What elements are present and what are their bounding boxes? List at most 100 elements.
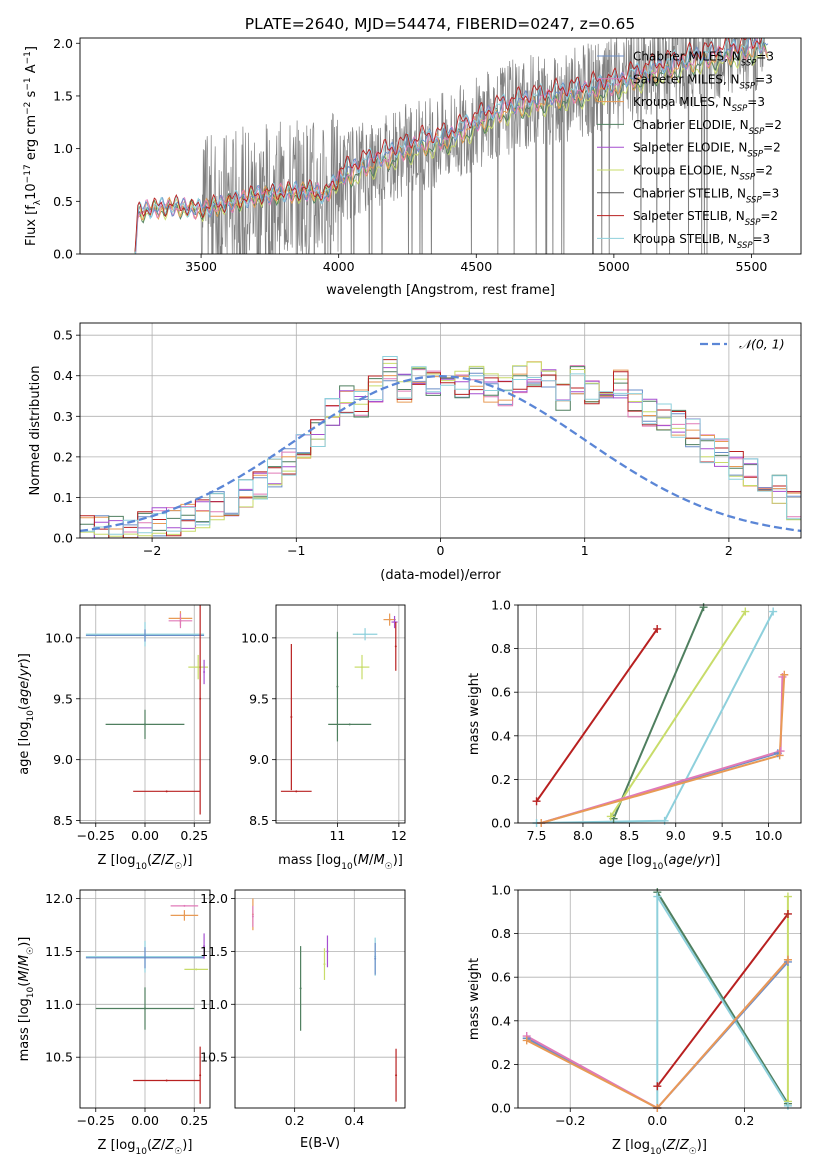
x-tick-label: 4500: [460, 259, 492, 274]
y-tick-label: 0.8: [491, 926, 511, 941]
x-tick-label: 9.0: [666, 828, 686, 843]
y-tick-label: 11.0: [45, 997, 73, 1012]
legend: Chabrier MILES, NSSP=3 Salpeter MILES, NS…: [597, 50, 782, 251]
x-axis-label: Z [log10(Z/Z☉)]: [612, 1138, 707, 1157]
marker-kroupa_miles: [522, 1036, 531, 1045]
y-tick-label: 1.0: [491, 598, 511, 613]
data-point-salpeter_stelib: [290, 716, 293, 719]
y-tick-label: 8.5: [249, 813, 269, 828]
y-tick-label: 0.5: [53, 194, 73, 209]
data-point-kroupa_miles: [183, 914, 186, 917]
model-spectrum-kroupa_elodie: [134, 42, 769, 254]
y-tick-label: 9.0: [249, 752, 269, 767]
y-tick-label: 0.2: [491, 1057, 511, 1072]
y-tick-label: 11.5: [200, 944, 228, 959]
data-point-chabrier_elodie: [348, 723, 351, 726]
data-point-salpeter_miles: [251, 915, 254, 918]
plot-area: [80, 605, 210, 823]
y-tick-label: 8.5: [53, 813, 73, 828]
plot-area: [80, 890, 210, 1108]
x-axis-label: E(B-V): [300, 1136, 340, 1151]
marker-chabrier_elodie: [699, 603, 708, 612]
marker-salpeter_stelib: [653, 1082, 662, 1091]
plot-area: [235, 890, 405, 1108]
panel-residuals: −2 −1 0 1 2 0.0 0.1 0.2 0.3 0.4 0.5 𝒩(0, 1) (data-mo…: [28, 322, 802, 583]
x-tick-label: 0.25: [180, 828, 208, 843]
x-tick-label: −0.2: [555, 1113, 585, 1128]
y-tick-label: 10.0: [241, 630, 269, 645]
x-tick-label: −0.25: [77, 1113, 115, 1128]
x-tick-label: 2: [725, 543, 733, 558]
legend-entry: Kroupa STELIB, NSSP=3: [633, 232, 770, 251]
data-point-salpeter_elodie: [203, 670, 206, 673]
data-point-kroupa_stelib: [364, 633, 367, 636]
legend-entry: Salpeter MILES, NSSP=3: [633, 72, 773, 91]
marker-salpeter_stelib: [532, 797, 541, 806]
x-tick-label: 0.00: [131, 1113, 159, 1128]
x-tick-label: 8.5: [619, 828, 639, 843]
y-axis-label: Normed distribution: [28, 366, 43, 496]
y-tick-label: 0.3: [53, 409, 73, 424]
panel-weight-vs-age: 7.5 8.0 8.5 9.0 9.5 10.0 0.0 0.2 0.4 0.6 0.8 1.0 age…: [467, 598, 802, 872]
y-tick-label: 10.5: [200, 1050, 228, 1065]
model-spectrum-chabrier_elodie: [134, 41, 769, 254]
series-line-chabrier_elodie: [612, 606, 705, 819]
axes-frame: [517, 889, 802, 1109]
axes-frame: [79, 604, 211, 824]
panel-age-vs-Z: −0.25 0.00 0.25 8.5 9.0 9.5 10.0 Z [log10(Z/Z☉)…: [17, 604, 211, 872]
x-tick-label: 0.00: [131, 828, 159, 843]
x-tick-label: 12: [391, 828, 407, 843]
panel-spectrum: 3500 4000 4500 5000 5500 0.0 0.5 1.0 1.5 2.0 Chabr…: [23, 36, 802, 298]
y-tick-label: 1.0: [53, 141, 73, 156]
x-tick-label: 10.0: [755, 828, 783, 843]
axes-frame: [234, 889, 406, 1109]
data-point-salpeter_elodie: [393, 621, 396, 624]
plot-area: [276, 605, 405, 823]
legend-entry: Kroupa MILES, NSSP=3: [633, 95, 765, 114]
y-tick-label: 9.0: [53, 752, 73, 767]
data-point-chabrier_miles: [144, 634, 146, 637]
y-tick-label: 10.5: [45, 1050, 73, 1065]
figure-title: PLATE=2640, MJD=54474, FIBERID=0247, z=0…: [245, 15, 635, 33]
x-tick-label: 11: [329, 828, 345, 843]
data-point-kroupa_elodie: [197, 666, 200, 669]
y-tick-label: 0.0: [491, 1101, 511, 1116]
marker-kroupa_stelib: [660, 816, 669, 825]
legend-entry: Chabrier STELIB, NSSP=3: [633, 186, 779, 205]
x-axis-label: Z [log10(Z/Z☉)]: [98, 1138, 193, 1157]
marker-kroupa_stelib: [783, 1101, 792, 1110]
y-tick-label: 1.0: [491, 883, 511, 898]
x-tick-label: 8.0: [573, 828, 593, 843]
marker-kroupa_stelib: [769, 607, 778, 616]
data-point-chabrier_miles: [144, 956, 146, 959]
x-tick-label: 9.5: [712, 828, 732, 843]
y-tick-label: 2.0: [53, 36, 73, 51]
axes-frame: [275, 604, 406, 824]
data-point-salpeter_miles: [179, 619, 182, 622]
histogram-kroupa_stelib: [80, 356, 801, 535]
panel-age-vs-mass: 11 12 8.5 9.0 9.5 10.0 mass [log10(M/M☉)]: [241, 604, 407, 872]
y-tick-label: 0.0: [491, 816, 511, 831]
plot-area: [134, 38, 769, 254]
y-tick-label: 0.6: [491, 685, 511, 700]
y-tick-label: 0.0: [53, 531, 73, 546]
legend-entry: Chabrier MILES, NSSP=3: [633, 50, 774, 69]
y-tick-label: 1.5: [53, 88, 73, 103]
y-tick-label: 0.2: [491, 772, 511, 787]
x-axis-label: age [log10(age/yr)]: [599, 853, 721, 872]
marker-salpeter_stelib: [783, 909, 792, 918]
histogram-salpeter_stelib: [80, 359, 801, 538]
legend-entry: Salpeter STELIB, NSSP=2: [633, 209, 778, 228]
data-point-salpeter_miles: [183, 904, 186, 907]
y-axis-label: mass [log10(M/M☉)]: [17, 937, 36, 1062]
marker-salpeter_stelib: [653, 624, 662, 633]
x-tick-label: 5000: [598, 259, 630, 274]
x-axis-label: mass [log10(M/M☉)]: [278, 853, 403, 872]
marker-kroupa_miles: [780, 670, 789, 679]
data-point-chabrier_elodie: [144, 1007, 146, 1010]
data-point-kroupa_elodie: [323, 963, 326, 966]
plot-area: [80, 323, 801, 538]
y-tick-label: 12.0: [45, 891, 73, 906]
data-point-chabrier_elodie: [144, 723, 146, 726]
